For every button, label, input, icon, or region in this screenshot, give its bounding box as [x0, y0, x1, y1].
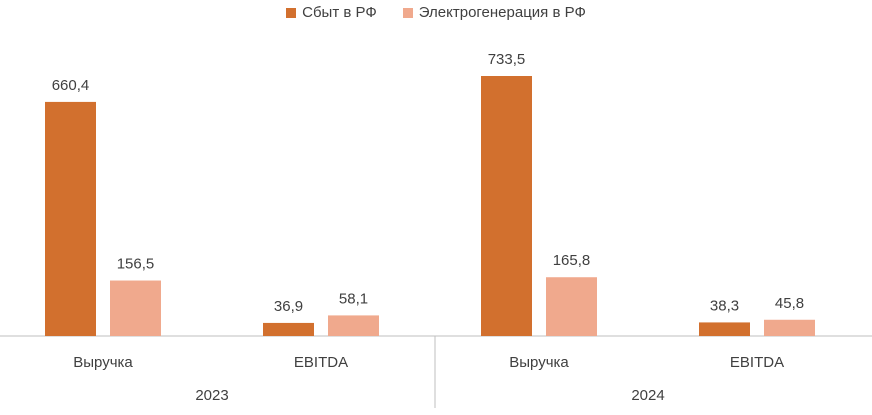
- data-label: 58,1: [339, 290, 368, 307]
- data-label: 45,8: [775, 295, 804, 312]
- legend: Сбыт в РФ Электрогенерация в РФ: [0, 4, 872, 21]
- data-label: 733,5: [488, 51, 526, 68]
- bar-sbyt: [45, 101, 96, 337]
- legend-swatch-series-2: [402, 7, 413, 18]
- data-label: 660,4: [52, 77, 90, 94]
- bar-sbyt: [263, 322, 314, 336]
- legend-label-series-1: Сбыт в РФ: [302, 4, 377, 21]
- bar-sbyt: [699, 322, 750, 336]
- group-label: 2023: [195, 387, 228, 404]
- data-label: 165,8: [553, 252, 591, 269]
- category-label: EBITDA: [294, 354, 348, 371]
- data-label: 36,9: [274, 298, 303, 315]
- bar-sbyt: [481, 76, 532, 336]
- category-label: EBITDA: [730, 354, 784, 371]
- category-label: Выручка: [73, 354, 133, 371]
- legend-item-series-1: Сбыт в РФ: [286, 4, 377, 21]
- bar-generation: [764, 319, 815, 336]
- bar-generation: [328, 315, 379, 336]
- legend-label-series-2: Электрогенерация в РФ: [418, 4, 586, 21]
- bar-generation: [546, 277, 597, 336]
- legend-item-series-2: Электрогенерация в РФ: [402, 4, 586, 21]
- category-label: Выручка: [509, 354, 569, 371]
- data-label: 156,5: [117, 256, 155, 273]
- group-label: 2024: [631, 387, 664, 404]
- legend-swatch-series-1: [286, 7, 297, 18]
- bar-generation: [110, 280, 161, 336]
- data-label: 38,3: [710, 297, 739, 314]
